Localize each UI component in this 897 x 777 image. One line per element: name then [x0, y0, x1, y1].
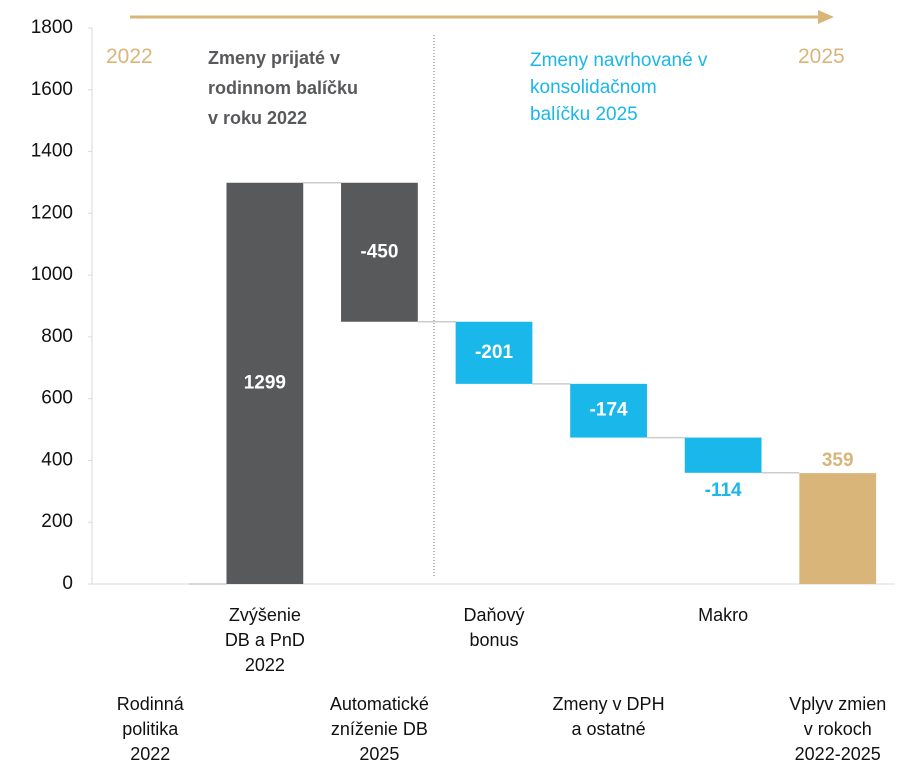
y-tick-label: 400 — [41, 449, 73, 470]
y-tick-label: 1600 — [31, 79, 73, 100]
x-tick-label: Daňový bonus — [463, 605, 525, 650]
value-label: 359 — [822, 450, 854, 471]
x-tick-label: Makro — [698, 605, 749, 625]
y-tick-label: 1800 — [31, 17, 73, 38]
x-tick-label: Automatické zníženie DB 2025 — [329, 694, 429, 764]
bar — [226, 182, 304, 584]
y-tick-label: 1000 — [31, 264, 73, 285]
y-tick-label: 1200 — [31, 202, 73, 223]
value-label: -114 — [705, 480, 742, 501]
value-label: -450 — [360, 241, 398, 262]
y-tick-label: 1400 — [31, 141, 73, 162]
bar — [799, 473, 877, 584]
y-tick-label: 800 — [41, 326, 73, 347]
value-label: -201 — [475, 342, 513, 363]
end-year: 2025 — [798, 45, 845, 68]
x-tick-label: Rodinná politika 2022 — [116, 694, 184, 764]
adopted-note: Zmeny prijaté v rodinnom balíčku v roku … — [208, 48, 359, 128]
value-label: -174 — [590, 400, 628, 421]
arrow-head — [818, 10, 834, 24]
x-tick-label: Vplyv zmien v rokoch 2022-2025 — [789, 694, 887, 764]
bar — [341, 182, 418, 322]
x-tick-label: Zvýšenie DB a PnD 2022 — [224, 605, 305, 675]
bar — [455, 321, 533, 384]
y-tick-label: 200 — [41, 511, 73, 532]
value-label: 1299 — [244, 372, 286, 393]
bar — [570, 383, 647, 438]
y-tick-label: 0 — [62, 573, 73, 594]
start-year: 2022 — [106, 45, 153, 68]
y-tick-label: 600 — [41, 388, 73, 409]
proposed-note: Zmeny navrhované v konsolidačnom balíčku… — [530, 50, 708, 125]
x-tick-label: Zmeny v DPH a ostatné — [552, 694, 665, 739]
bar — [684, 437, 762, 473]
